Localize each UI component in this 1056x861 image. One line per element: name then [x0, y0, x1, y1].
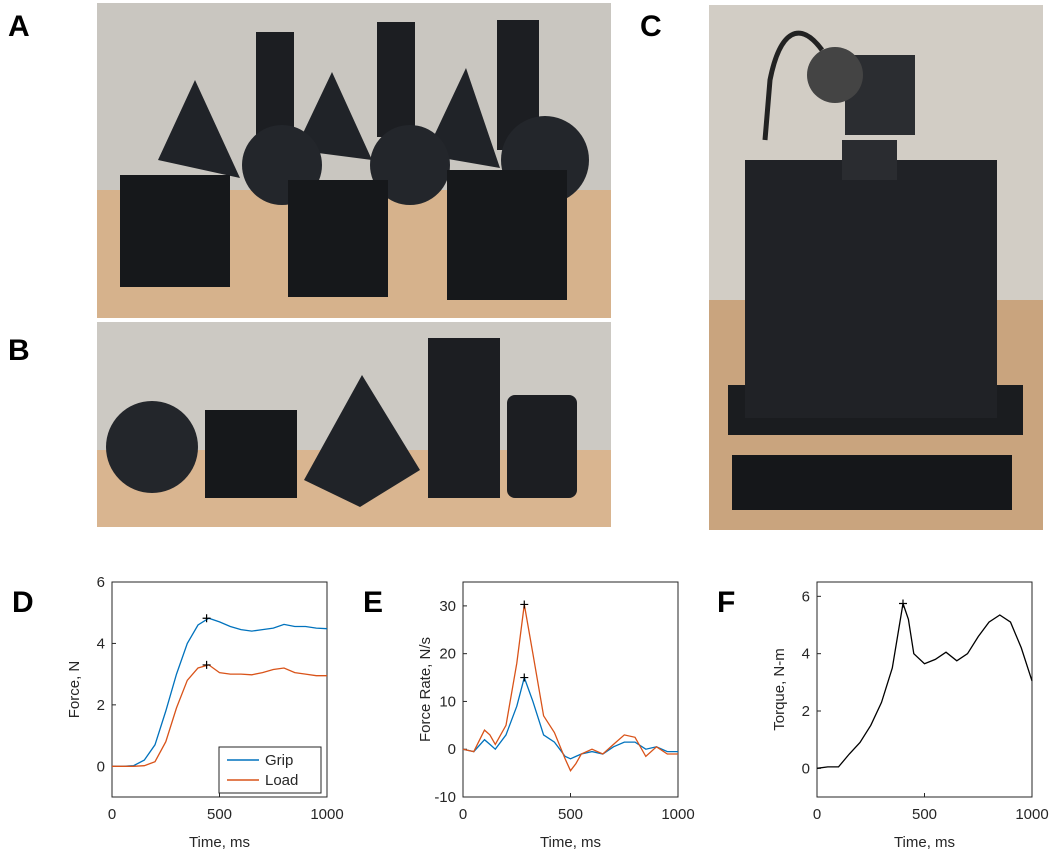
x-tick-label: 500 [912, 806, 937, 823]
y-tick-label: 6 [802, 588, 810, 605]
x-tick-label: 500 [207, 806, 232, 823]
plot-area [463, 582, 678, 797]
object [377, 22, 415, 137]
object [106, 401, 198, 493]
object [447, 170, 567, 300]
object [120, 175, 230, 287]
x-tick-label: 0 [459, 806, 467, 823]
sensor [807, 47, 863, 103]
y-tick-label: 4 [802, 646, 810, 663]
x-tick-label: 1000 [661, 806, 694, 823]
y-tick-label: 4 [97, 635, 105, 652]
object [732, 455, 1012, 510]
x-tick-label: 0 [813, 806, 821, 823]
object [745, 160, 997, 418]
object [842, 140, 897, 180]
panel-label: A [8, 10, 30, 43]
x-axis-label: Time, ms [540, 834, 601, 851]
photo-b [97, 322, 611, 527]
photo-a [97, 3, 611, 318]
object [428, 338, 500, 498]
y-axis-label: Force Rate, N/s [417, 637, 434, 742]
legend-label: Load [265, 772, 298, 789]
y-tick-label: 10 [439, 693, 456, 710]
figure: A B C D024605001000Time, msForce, NGripL… [0, 0, 1056, 856]
y-tick-label: 30 [439, 598, 456, 615]
y-tick-label: 0 [97, 758, 105, 775]
y-axis-label: Force, N [66, 661, 83, 719]
y-axis-label: Torque, N-m [771, 648, 788, 731]
y-tick-label: 20 [439, 646, 456, 663]
object [288, 180, 388, 297]
y-tick-label: 0 [448, 741, 456, 758]
panel-label: C [640, 10, 662, 43]
panel-label: B [8, 334, 30, 367]
x-tick-label: 1000 [1015, 806, 1048, 823]
panel-label: F [717, 586, 735, 619]
photo-c [709, 5, 1043, 530]
x-axis-label: Time, ms [189, 834, 250, 851]
object [205, 410, 297, 498]
y-tick-label: -10 [434, 789, 456, 806]
plot-area [817, 582, 1032, 797]
panel-label: D [12, 586, 34, 619]
y-tick-label: 2 [97, 697, 105, 714]
x-tick-label: 0 [108, 806, 116, 823]
y-tick-label: 6 [97, 574, 105, 591]
x-tick-label: 1000 [310, 806, 343, 823]
object [507, 395, 577, 498]
legend-label: Grip [265, 752, 293, 769]
y-tick-label: 0 [802, 760, 810, 777]
x-tick-label: 500 [558, 806, 583, 823]
y-tick-label: 2 [802, 703, 810, 720]
x-axis-label: Time, ms [894, 834, 955, 851]
panel-label: E [363, 586, 383, 619]
